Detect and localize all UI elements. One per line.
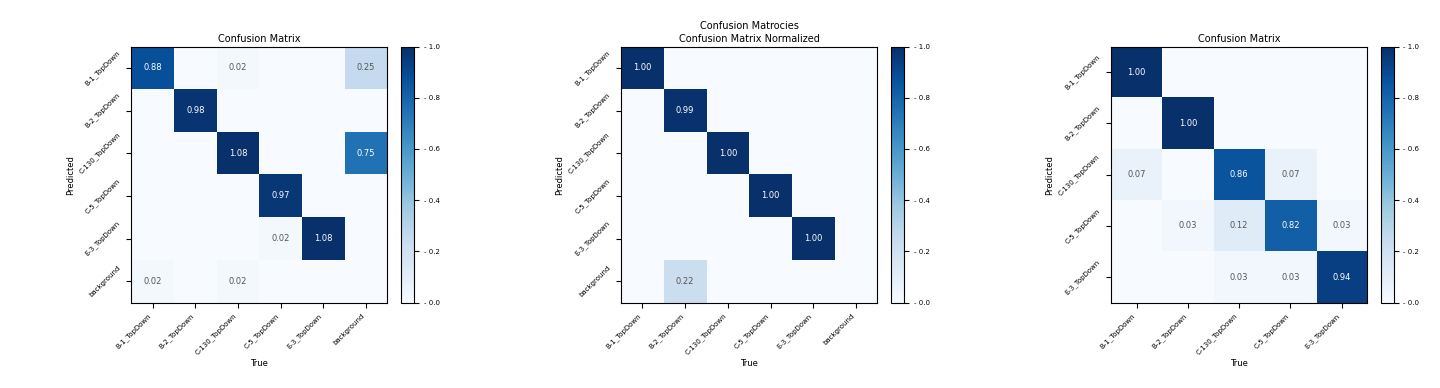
Title: Confusion Matrix: Confusion Matrix bbox=[217, 35, 301, 44]
Text: 1.00: 1.00 bbox=[719, 149, 737, 158]
Text: 0.88: 0.88 bbox=[143, 63, 161, 73]
Title: Confusion Matrocies
Confusion Matrix Normalized: Confusion Matrocies Confusion Matrix Nor… bbox=[678, 21, 819, 44]
Text: 0.03: 0.03 bbox=[1230, 272, 1248, 282]
Text: 0.02: 0.02 bbox=[229, 63, 248, 73]
X-axis label: True: True bbox=[1230, 359, 1248, 368]
Text: 0.94: 0.94 bbox=[1332, 272, 1351, 282]
Text: 0.82: 0.82 bbox=[1282, 221, 1299, 230]
Text: 0.07: 0.07 bbox=[1128, 170, 1146, 179]
Y-axis label: Predicted: Predicted bbox=[66, 155, 75, 194]
Text: 1.00: 1.00 bbox=[1128, 68, 1146, 77]
Text: 1.00: 1.00 bbox=[1179, 119, 1197, 128]
Text: 1.08: 1.08 bbox=[314, 234, 333, 243]
Text: 0.98: 0.98 bbox=[186, 106, 204, 115]
Text: 0.25: 0.25 bbox=[357, 63, 376, 73]
X-axis label: True: True bbox=[740, 359, 757, 368]
Text: 0.07: 0.07 bbox=[1282, 170, 1299, 179]
Title: Confusion Matrix: Confusion Matrix bbox=[1198, 35, 1280, 44]
Text: 0.02: 0.02 bbox=[229, 277, 248, 286]
Text: 0.03: 0.03 bbox=[1178, 221, 1197, 230]
Text: 1.00: 1.00 bbox=[804, 234, 822, 243]
Text: 0.03: 0.03 bbox=[1332, 221, 1351, 230]
Text: 0.22: 0.22 bbox=[675, 277, 694, 286]
Text: 0.12: 0.12 bbox=[1230, 221, 1248, 230]
Text: 0.97: 0.97 bbox=[271, 191, 289, 201]
Text: 0.75: 0.75 bbox=[357, 149, 376, 158]
Text: 0.99: 0.99 bbox=[675, 106, 694, 115]
Text: 0.02: 0.02 bbox=[272, 234, 289, 243]
Text: 0.86: 0.86 bbox=[1230, 170, 1248, 179]
Text: 0.02: 0.02 bbox=[144, 277, 161, 286]
Text: 0.03: 0.03 bbox=[1282, 272, 1299, 282]
Text: 1.00: 1.00 bbox=[634, 63, 652, 73]
Text: 1.00: 1.00 bbox=[762, 191, 779, 201]
Text: 1.08: 1.08 bbox=[229, 149, 248, 158]
X-axis label: True: True bbox=[251, 359, 268, 368]
Y-axis label: Predicted: Predicted bbox=[1045, 155, 1054, 194]
Y-axis label: Predicted: Predicted bbox=[556, 155, 564, 194]
